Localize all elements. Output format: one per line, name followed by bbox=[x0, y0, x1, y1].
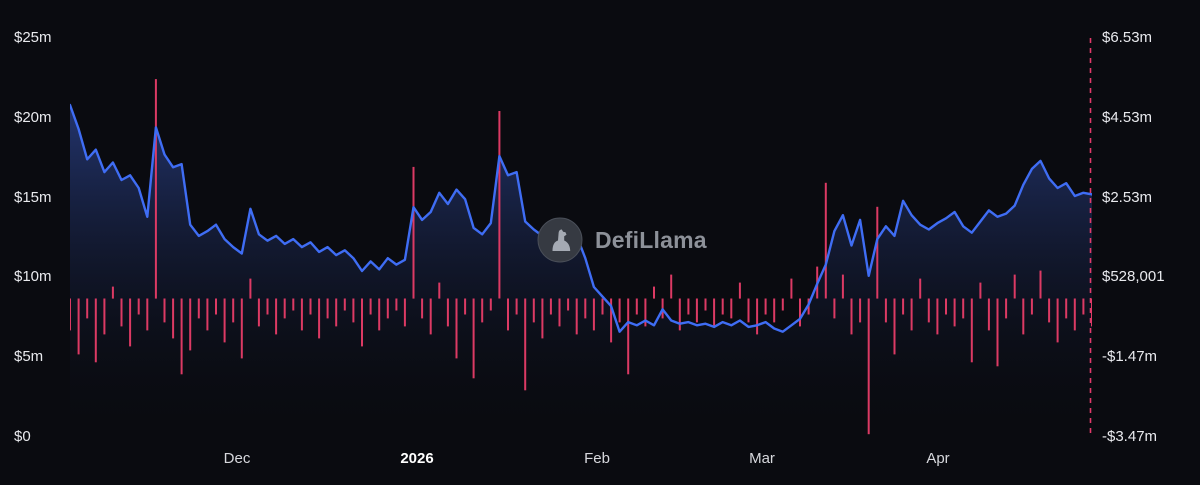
right-axis-tick: $4.53m bbox=[1102, 109, 1153, 126]
left-axis-tick: $10m bbox=[14, 268, 52, 285]
chart-plot-area[interactable] bbox=[70, 38, 1092, 437]
left-axis-tick: $5m bbox=[14, 348, 44, 365]
x-tick-mar: Mar bbox=[749, 450, 775, 467]
left-axis-tick: $20m bbox=[14, 109, 52, 126]
right-axis-tick: $6.53m bbox=[1102, 29, 1153, 46]
right-axis-tick: $2.53m bbox=[1102, 189, 1153, 206]
x-tick-dec: Dec bbox=[223, 450, 251, 467]
right-axis-tick: $528,001 bbox=[1102, 268, 1165, 285]
x-tick-apr: Apr bbox=[926, 450, 950, 467]
left-axis-tick: $15m bbox=[14, 189, 52, 206]
x-tick-2026: 2026 bbox=[400, 450, 434, 467]
x-tick-feb: Feb bbox=[584, 450, 610, 467]
right-axis-tick: -$1.47m bbox=[1102, 348, 1158, 365]
left-axis-tick: $0 bbox=[14, 428, 31, 445]
flow-bars bbox=[70, 79, 1092, 435]
right-axis-tick: -$3.47m bbox=[1102, 428, 1158, 445]
left-axis-tick: $25m bbox=[14, 29, 52, 46]
